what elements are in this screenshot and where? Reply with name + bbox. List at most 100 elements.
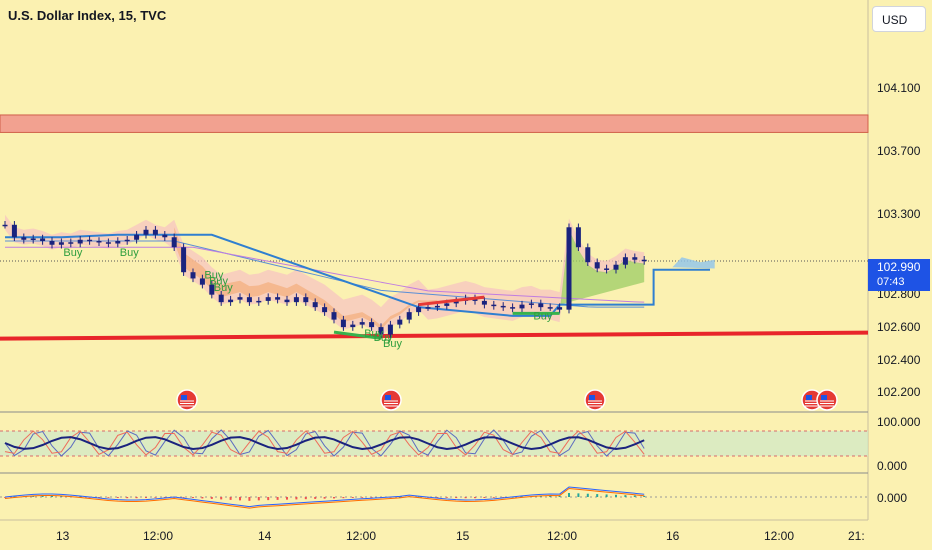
macd-histogram-bar [257,497,260,501]
price-axis-tick: 102.400 [877,353,921,367]
candle-body [30,238,36,241]
macd-histogram-bar [60,495,63,497]
candle-body [21,237,27,240]
macd-histogram-bar [154,497,157,498]
macd-histogram-bar [417,496,420,498]
macd-histogram-bar [201,497,204,499]
macd-histogram-bar [605,494,608,497]
macd-histogram-bar [116,497,119,499]
price-axis-tick: 103.700 [877,144,921,158]
candle-body [622,257,628,265]
macd-histogram-bar [267,497,270,501]
candle-body [218,294,224,303]
macd-histogram-bar [558,495,561,497]
support-line [0,330,869,341]
macd-histogram-bar [323,497,326,499]
macd-histogram-bar [633,495,636,497]
macd-histogram-bar [295,497,298,500]
time-axis-tick: 12:00 [764,529,794,543]
buy-signal-label: Buy [374,332,393,344]
candle-body [40,238,46,242]
candle-body [2,224,8,227]
macd-histogram-bar [32,495,35,497]
us-flag-event-icon [816,389,838,411]
candle-body [510,307,516,309]
candle-body [284,299,290,303]
candle-body [425,307,431,309]
macd-histogram-bar [145,497,147,499]
us-flag-event-icon [801,389,823,411]
oscillator-axis-tick: 0.000 [877,459,907,473]
candle-body [547,307,553,309]
macd-histogram-bar [41,495,44,497]
time-axis-tick: 15 [456,529,470,543]
currency-button[interactable]: USD [872,6,926,32]
macd-histogram-bar [483,497,486,499]
signal-segment [333,330,382,340]
macd-histogram-bar [549,495,552,497]
macd-histogram-bar [436,497,439,498]
macd-axis-tick: 0.000 [877,491,907,505]
us-flag-event-icon [176,389,198,411]
macd-histogram-bar [624,495,627,497]
symbol-title[interactable]: U.S. Dollar Index, 15, TVC [8,8,167,23]
macd-histogram-bar [398,496,401,498]
macd-histogram-bar [4,497,6,498]
macd-histogram-bar [248,497,251,501]
time-axis-tick: 14 [258,529,272,543]
last-price-value: 102.990 [877,260,921,274]
macd-histogram-bar [135,497,138,499]
candle-body [77,239,83,244]
time-axis-tick: 12:00 [547,529,577,543]
macd-histogram-bar [107,497,110,498]
macd-histogram-bar [239,497,241,501]
macd-histogram-bar [220,497,223,500]
candle-body [519,304,525,309]
macd-histogram-bar [370,497,373,498]
time-axis-tick: 12:00 [143,529,173,543]
macd-histogram-bar [210,497,213,499]
macd-histogram-bar [643,495,646,497]
candle-body [406,312,412,320]
candle-body [105,242,111,244]
buy-signal-label: Buy [120,247,139,259]
macd-line [4,486,645,508]
macd-histogram-bar [126,497,129,499]
macd-histogram-bar [596,494,599,497]
candle-body [143,229,149,235]
candle-body [115,241,121,244]
macd-histogram-bar [163,497,166,498]
macd-histogram-bar [615,494,617,497]
macd-histogram-bar [182,497,185,498]
resistance-zone [0,114,869,133]
candle-body [359,322,365,325]
macd-histogram-bar [351,497,354,498]
candle-body [594,262,600,269]
candle-body [557,307,563,310]
price-axis-tick: 104.100 [877,81,921,95]
candle-body [331,312,337,320]
candle-body [481,300,487,305]
buy-signal-label: Buy [209,276,228,288]
candle-body [369,322,375,328]
projected-cloud [672,257,715,269]
candle-body [378,327,384,335]
slow-ma-line [5,240,645,308]
candle-body [162,234,168,238]
candle-body [585,247,591,263]
macd-histogram-bar [286,497,288,500]
candle-body [434,305,440,308]
candle-body [11,224,17,238]
candle-body [387,324,393,335]
bar-countdown: 07:43 [877,276,905,288]
macd-histogram-bar [229,497,232,500]
candle-body [68,242,74,244]
candle-body [613,264,619,270]
candle-body [500,305,506,308]
rsi-line [4,436,645,451]
buy-signal-label: Buy [364,328,383,340]
candle-body [444,303,450,306]
candle-body [566,227,572,310]
macd-histogram-bar [192,497,194,498]
